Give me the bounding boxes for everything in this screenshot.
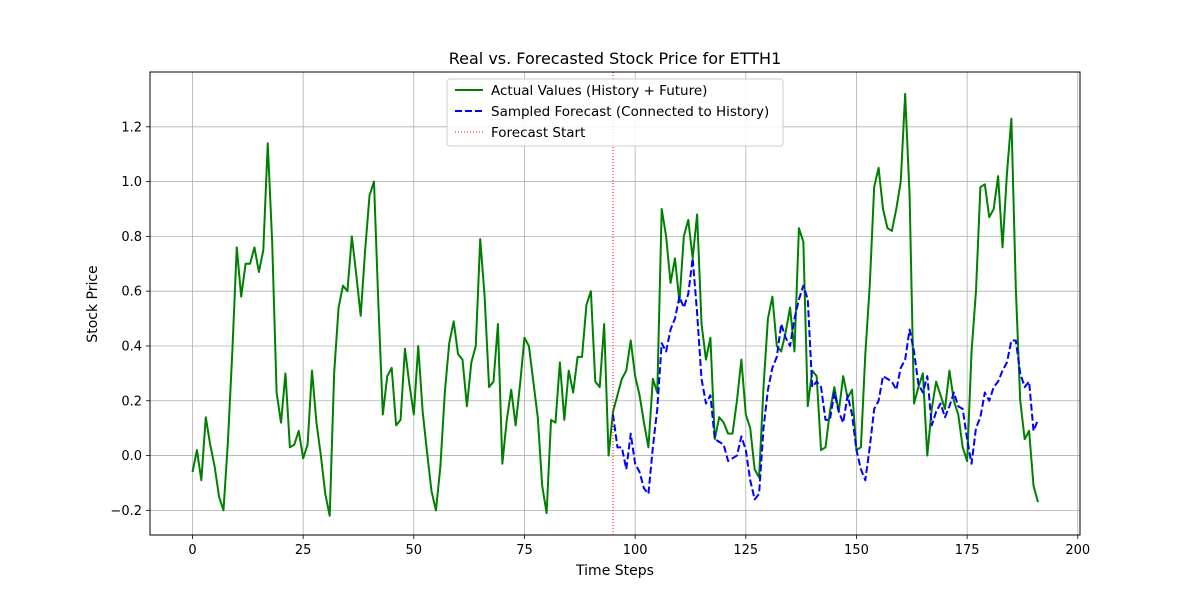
y-tick-label: 1.0 xyxy=(121,175,142,190)
y-tick-label: −0.2 xyxy=(110,504,142,519)
y-tick-label: 0.6 xyxy=(121,285,142,300)
x-axis-ticks: 0 25 50 75 100 125 150 175 200 xyxy=(188,535,1090,558)
legend-box xyxy=(446,78,784,147)
chart-title: Real vs. Forecasted Stock Price for ETTH… xyxy=(449,49,782,68)
legend: Actual Values (History + Future) Sampled… xyxy=(446,78,784,147)
plot-lines xyxy=(191,72,1039,535)
y-tick-label: 0.2 xyxy=(121,394,142,409)
y-tick-label: 1.2 xyxy=(121,120,142,135)
legend-label-forecast: Sampled Forecast (Connected to History) xyxy=(491,104,769,120)
y-axis-ticks: −0.2 0.0 0.2 0.4 0.6 0.8 1.0 1.2 xyxy=(110,120,150,519)
x-tick-label: 0 xyxy=(188,543,196,558)
plot-frame xyxy=(149,71,1081,536)
x-tick-label: 175 xyxy=(955,543,980,558)
sampled-forecast-line xyxy=(612,257,1039,501)
x-tick-label: 200 xyxy=(1065,543,1090,558)
grid xyxy=(150,72,1080,535)
x-tick-label: 150 xyxy=(844,543,869,558)
y-tick-label: 0.4 xyxy=(121,339,142,354)
y-axis-label: Stock Price xyxy=(85,265,101,342)
y-tick-label: 0.0 xyxy=(121,449,142,464)
x-tick-label: 25 xyxy=(295,543,312,558)
x-tick-label: 125 xyxy=(733,543,758,558)
legend-label-forecast-start: Forecast Start xyxy=(491,125,585,141)
legend-label-actual: Actual Values (History + Future) xyxy=(491,83,707,99)
x-tick-label: 100 xyxy=(623,543,648,558)
x-axis-label: Time Steps xyxy=(575,563,654,579)
y-tick-label: 0.8 xyxy=(121,230,142,245)
x-tick-label: 75 xyxy=(516,543,533,558)
x-tick-label: 50 xyxy=(406,543,423,558)
actual-values-line xyxy=(191,92,1039,517)
